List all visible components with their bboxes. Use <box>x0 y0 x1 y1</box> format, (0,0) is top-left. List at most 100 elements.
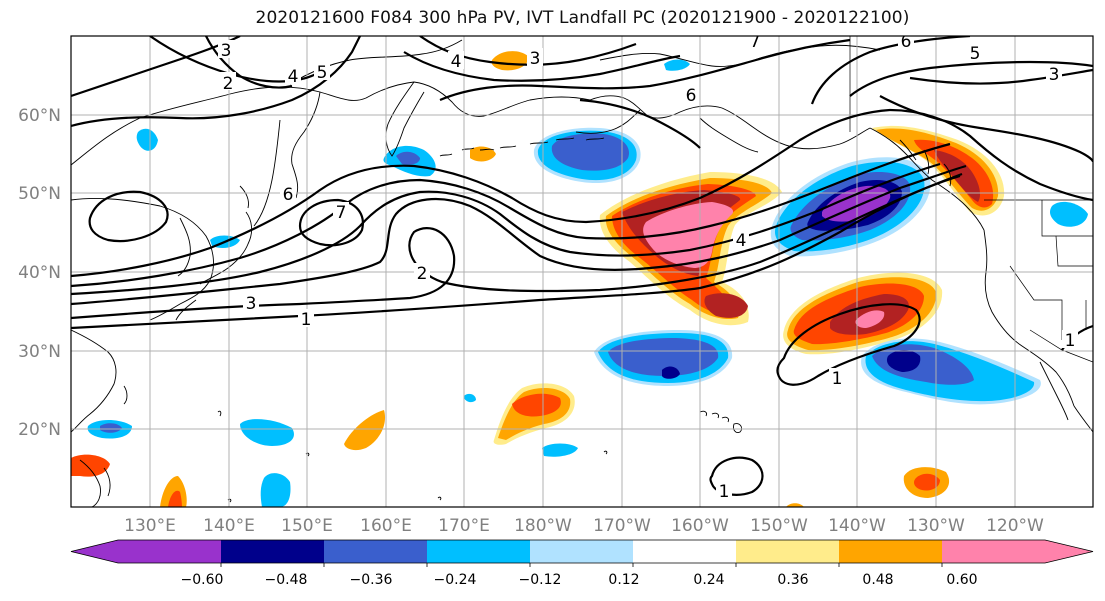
colorbar-ticks <box>220 563 943 567</box>
lon-label: 120°W <box>986 516 1044 536</box>
contour-label: 3 <box>1049 65 1060 85</box>
positive-anomaly-small-1 <box>344 410 386 451</box>
positive-anomaly-small-4-core <box>914 473 940 491</box>
contour-label: 4 <box>288 67 299 87</box>
contour-label: 2 <box>417 264 428 284</box>
contour-5 <box>71 142 951 288</box>
contour-label: 3 <box>221 41 232 61</box>
lat-label: 40°N <box>18 263 61 283</box>
lon-label: 130°E <box>124 516 176 536</box>
colorbar-segment <box>427 540 530 563</box>
negative-anomaly-small-5-core <box>100 423 122 433</box>
colorbar-segment <box>942 540 1093 563</box>
contour-label: 1 <box>1065 331 1076 351</box>
lat-label: 30°N <box>18 342 61 362</box>
contour-loop-7 <box>298 198 364 247</box>
colorbar-segment <box>530 540 633 563</box>
contour-north-10 <box>879 95 1093 163</box>
contour-3 <box>71 164 967 306</box>
colorbar-label: −0.36 <box>350 572 393 588</box>
colorbar-segment <box>839 540 942 563</box>
coastlines <box>71 39 1093 507</box>
lon-label: 130°W <box>907 516 965 536</box>
colorbar-label: −0.12 <box>519 572 562 588</box>
contour-loop-se <box>709 456 764 496</box>
contour-label: 6 <box>686 86 697 106</box>
contour-6 <box>71 108 1093 278</box>
contour-loop-ne <box>776 303 921 386</box>
negative-anomaly-small-9 <box>664 59 690 71</box>
contour-label: 1 <box>301 310 312 330</box>
colorbar-label: 0.12 <box>608 572 639 588</box>
pv-anomaly-shading <box>71 51 1088 507</box>
pv-contours <box>71 36 1093 496</box>
negative-anomaly-small-3 <box>240 419 294 446</box>
contour-north-8 <box>849 60 1093 97</box>
negative-anomaly-small-4 <box>260 473 291 507</box>
contour-north-1 <box>71 36 361 128</box>
lon-label: 160°E <box>360 516 412 536</box>
positive-anomaly-small-2 <box>470 146 496 162</box>
contour-labels: 3 2 4 5 4 3 7 6 6 5 3 6 7 2 <box>218 32 1078 502</box>
lon-label: 150°W <box>750 516 808 536</box>
colorbar-label: −0.24 <box>434 572 477 588</box>
contour-label: 6 <box>901 32 912 52</box>
negative-anomaly-small-10 <box>464 393 476 403</box>
contour-label: 7 <box>750 32 761 52</box>
colorbar-segment <box>633 540 736 563</box>
contour-north-9 <box>810 36 971 105</box>
contour-label: 4 <box>736 231 747 251</box>
colorbar-segments <box>71 540 1093 563</box>
map-title: 2020121600 F084 300 hPa PV, IVT Landfall… <box>255 8 910 28</box>
map-panel: 3 2 4 5 4 3 7 6 6 5 3 6 7 2 <box>71 32 1093 507</box>
colorbar-label: −0.60 <box>181 572 224 588</box>
contour-label: 1 <box>719 482 730 502</box>
colorbar-outline <box>70 539 1094 564</box>
colorbar-label: −0.48 <box>265 572 308 588</box>
negative-anomaly-small-6 <box>542 443 578 457</box>
colorbar-segment <box>71 540 221 563</box>
negative-anomaly-170w <box>594 330 733 386</box>
lon-label: 140°E <box>203 516 255 536</box>
map-frame <box>70 35 1094 508</box>
lon-label: 180°W <box>514 516 572 536</box>
latitude-labels: 60°N 50°N 40°N 30°N 20°N <box>18 106 61 440</box>
colorbar: −0.60 −0.48 −0.36 −0.24 −0.12 0.12 0.24 … <box>70 539 1094 588</box>
positive-anomaly-140w-south <box>783 272 943 355</box>
contour-north-11 <box>909 68 1093 85</box>
colorbar-label: 0.60 <box>946 572 977 588</box>
contour-label: 1 <box>832 369 843 389</box>
contour-label: 6 <box>283 185 294 205</box>
contour-label: 3 <box>530 49 541 69</box>
lon-label: 140°W <box>828 516 886 536</box>
contour-loop-kam <box>88 190 169 243</box>
colorbar-label: 0.36 <box>777 572 808 588</box>
contour-north-6 <box>403 51 681 82</box>
negative-anomaly-140w <box>770 157 931 257</box>
contour-label: 4 <box>451 52 462 72</box>
contour-label: 3 <box>246 294 257 314</box>
contour-label: 5 <box>970 44 981 64</box>
negative-anomaly-small-1-core <box>396 151 420 165</box>
contour-4 <box>71 162 941 296</box>
negative-anomaly-small-7 <box>1050 201 1088 227</box>
positive-anomaly-small-6-core <box>168 490 182 507</box>
contour-north-4 <box>205 36 293 89</box>
contour-label: 2 <box>223 74 234 94</box>
lat-label: 50°N <box>18 184 61 204</box>
contour-label: 7 <box>336 203 347 223</box>
colorbar-segment <box>221 540 324 563</box>
colorbar-tick-labels: −0.60 −0.48 −0.36 −0.24 −0.12 0.12 0.24 … <box>181 572 978 588</box>
lon-label: 160°W <box>671 516 729 536</box>
negative-anomaly-north <box>533 127 641 184</box>
colorbar-segment <box>324 540 427 563</box>
negative-anomaly-130w <box>861 338 1041 405</box>
positive-anomaly-small-7 <box>786 503 804 507</box>
colorbar-label: 0.24 <box>693 572 724 588</box>
lon-label: 170°E <box>438 516 490 536</box>
contour-label: 5 <box>317 63 328 83</box>
lat-label: 60°N <box>18 106 61 126</box>
longitude-labels: 130°E 140°E 150°E 160°E 170°E 180°W 170°… <box>124 516 1044 536</box>
lat-label: 20°N <box>18 420 61 440</box>
